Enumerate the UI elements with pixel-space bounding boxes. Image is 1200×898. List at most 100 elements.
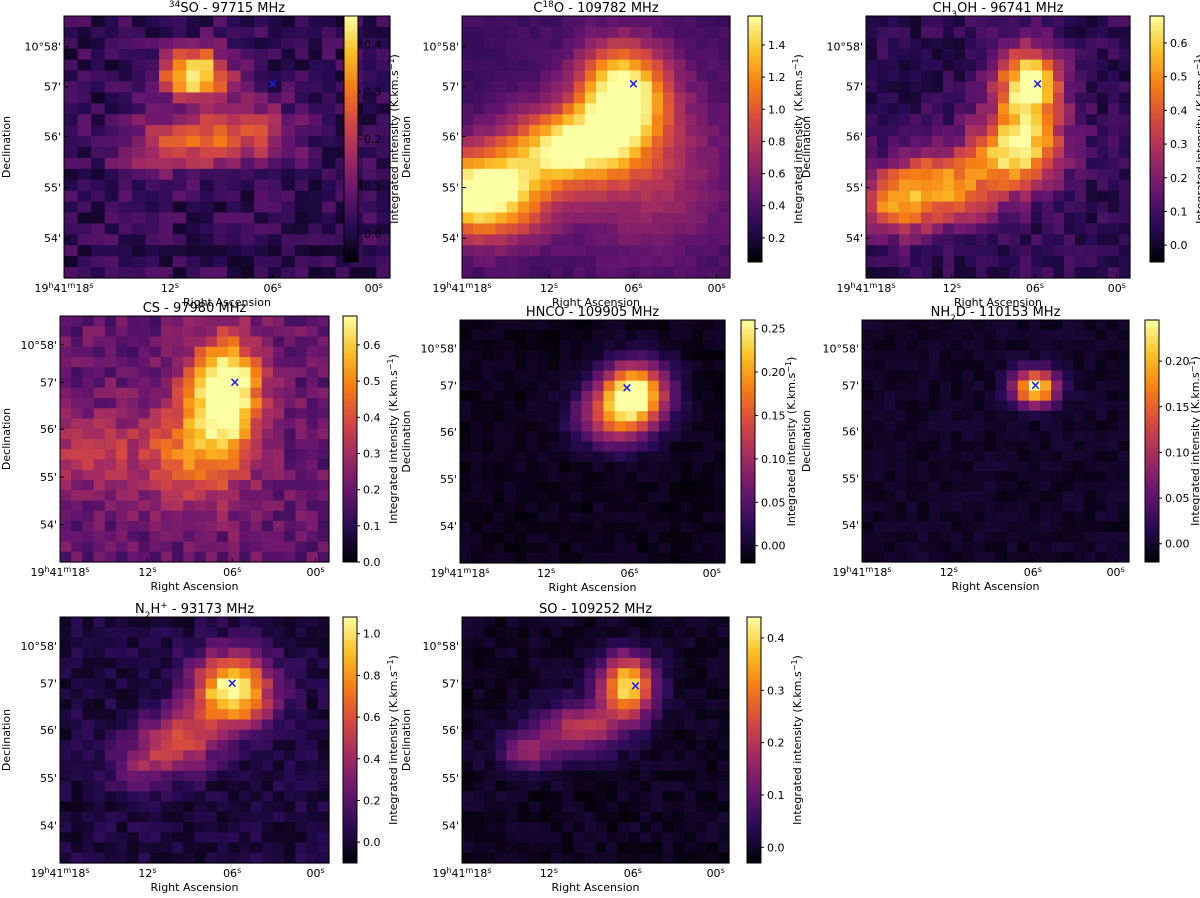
heatmap-cell [570, 482, 582, 493]
heatmap-cell [618, 791, 630, 802]
heatmap-cell [284, 480, 296, 491]
heatmap-cell [515, 391, 527, 402]
heatmap-cell [607, 27, 619, 39]
heatmap-cell [254, 202, 268, 214]
heatmap-cell [518, 832, 530, 843]
heatmap-cell [574, 92, 586, 104]
heatmap-cell [570, 512, 582, 523]
heatmap-cell [570, 472, 582, 483]
heatmap-cell [195, 648, 207, 659]
heatmap-cell [1020, 38, 1032, 50]
heatmap-cell [206, 449, 218, 460]
heatmap-cell [670, 320, 682, 331]
heatmap-cell [183, 791, 195, 802]
heatmap-cell [462, 750, 474, 761]
heatmap-cell [127, 627, 139, 638]
heatmap-cell [295, 720, 307, 731]
heatmap-cell [962, 441, 974, 452]
heatmap-cell [127, 679, 139, 690]
heatmap-cell [251, 521, 263, 532]
heatmap-cell [1051, 542, 1063, 553]
heatmap-cell [866, 103, 878, 115]
heatmap-cell [118, 223, 132, 235]
heatmap-cell [206, 511, 218, 522]
heatmap-cell [593, 340, 605, 351]
heatmap-cell [206, 337, 218, 348]
heatmap-cell [473, 191, 485, 203]
heatmap-cell [228, 326, 240, 337]
heatmap-cell [1018, 340, 1030, 351]
heatmap-cell [273, 449, 285, 460]
heatmap-cell [529, 71, 541, 83]
heatmap-cell [82, 730, 94, 741]
heatmap-cell [618, 658, 630, 669]
heatmap-cell [94, 689, 106, 700]
heatmap-cell [471, 442, 483, 453]
heatmap-cell [251, 501, 263, 512]
heatmap-cell [910, 16, 922, 28]
heatmap-cell [540, 114, 552, 126]
heatmap-cell [150, 689, 162, 700]
heatmap-cell [615, 543, 627, 554]
heatmap-cell [482, 340, 494, 351]
heatmap-cell [615, 431, 627, 442]
heatmap-cell [984, 370, 996, 381]
heatmap-cell [866, 49, 878, 61]
heatmap-cell [1029, 350, 1041, 361]
heatmap-cell [200, 267, 214, 279]
heatmap-cell [1020, 27, 1032, 39]
heatmap-cell [615, 452, 627, 463]
heatmap-cell [537, 482, 549, 493]
heatmap-cell [707, 812, 719, 823]
heatmap-cell [228, 398, 240, 409]
heatmap-cell [132, 169, 146, 181]
heatmap-cell [127, 480, 139, 491]
heatmap-cell [662, 812, 674, 823]
heatmap-cell [251, 802, 263, 813]
heatmap-cell [462, 791, 474, 802]
heatmap-cell [1108, 256, 1120, 268]
heatmap-cell [116, 627, 128, 638]
heatmap-cell [1031, 38, 1043, 50]
heatmap-cell [515, 462, 527, 473]
heatmap-cell [932, 191, 944, 203]
heatmap-cell [607, 679, 619, 690]
heatmap-cell [685, 125, 697, 137]
heatmap-cell [71, 429, 83, 440]
heatmap-cell [940, 350, 952, 361]
heatmap-cell [273, 730, 285, 741]
heatmap-cell [1097, 92, 1109, 104]
heatmap-cell [607, 638, 619, 649]
heatmap-cell [562, 720, 574, 731]
heatmap-cell [888, 234, 900, 246]
heatmap-cell [932, 114, 944, 126]
heatmap-cell [910, 213, 922, 225]
heatmap-cell [663, 267, 675, 279]
heatmap-cell [116, 429, 128, 440]
heatmap-cell [462, 267, 474, 279]
heatmap-cell [585, 71, 597, 83]
heatmap-cell [1073, 370, 1085, 381]
heatmap-cell [537, 462, 549, 473]
heatmap-cell [662, 617, 674, 628]
heatmap-cell [1073, 512, 1085, 523]
heatmap-cell [1085, 512, 1097, 523]
heatmap-cell [1064, 27, 1076, 39]
heatmap-cell [1007, 411, 1019, 422]
heatmap-cell [482, 381, 494, 392]
heatmap-cell [596, 223, 608, 235]
heatmap-cell [670, 431, 682, 442]
heatmap-cell [918, 340, 930, 351]
heatmap-cell [91, 38, 105, 50]
heatmap-cell [998, 158, 1010, 170]
heatmap-cell [495, 750, 507, 761]
heatmap-cell [574, 267, 586, 279]
heatmap-cell [172, 648, 184, 659]
heatmap-cell [482, 512, 494, 523]
heatmap-cell [529, 191, 541, 203]
heatmap-cell [615, 472, 627, 483]
heatmap-cell [518, 158, 530, 170]
colorbar-tick-label: 0.0 [363, 836, 381, 849]
heatmap-cell [663, 49, 675, 61]
heatmap-cell [1073, 391, 1085, 402]
